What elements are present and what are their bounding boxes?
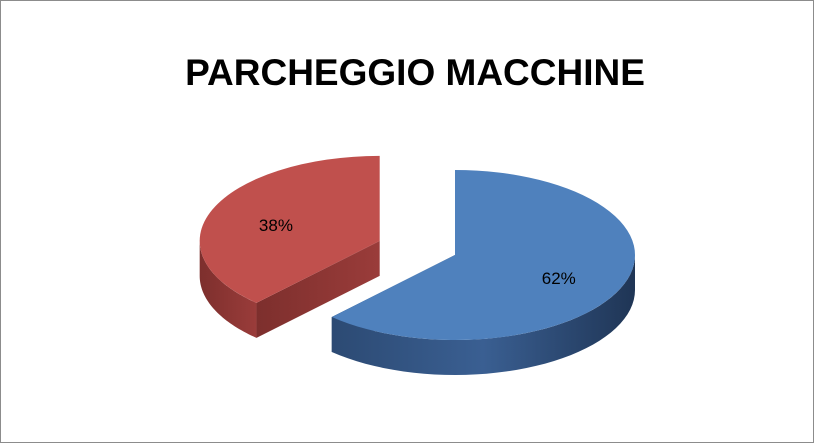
data-label: 38% bbox=[259, 216, 293, 235]
slice-face bbox=[256, 240, 380, 338]
data-label: 62% bbox=[542, 269, 576, 288]
chart-title: PARCHEGGIO MACCHINE bbox=[185, 52, 645, 93]
slice-top bbox=[199, 155, 380, 303]
slice-side bbox=[199, 240, 257, 338]
slice: 62% bbox=[331, 170, 635, 375]
slice-top bbox=[331, 170, 635, 340]
slice: 38% bbox=[199, 155, 380, 338]
slice-side bbox=[331, 255, 635, 375]
